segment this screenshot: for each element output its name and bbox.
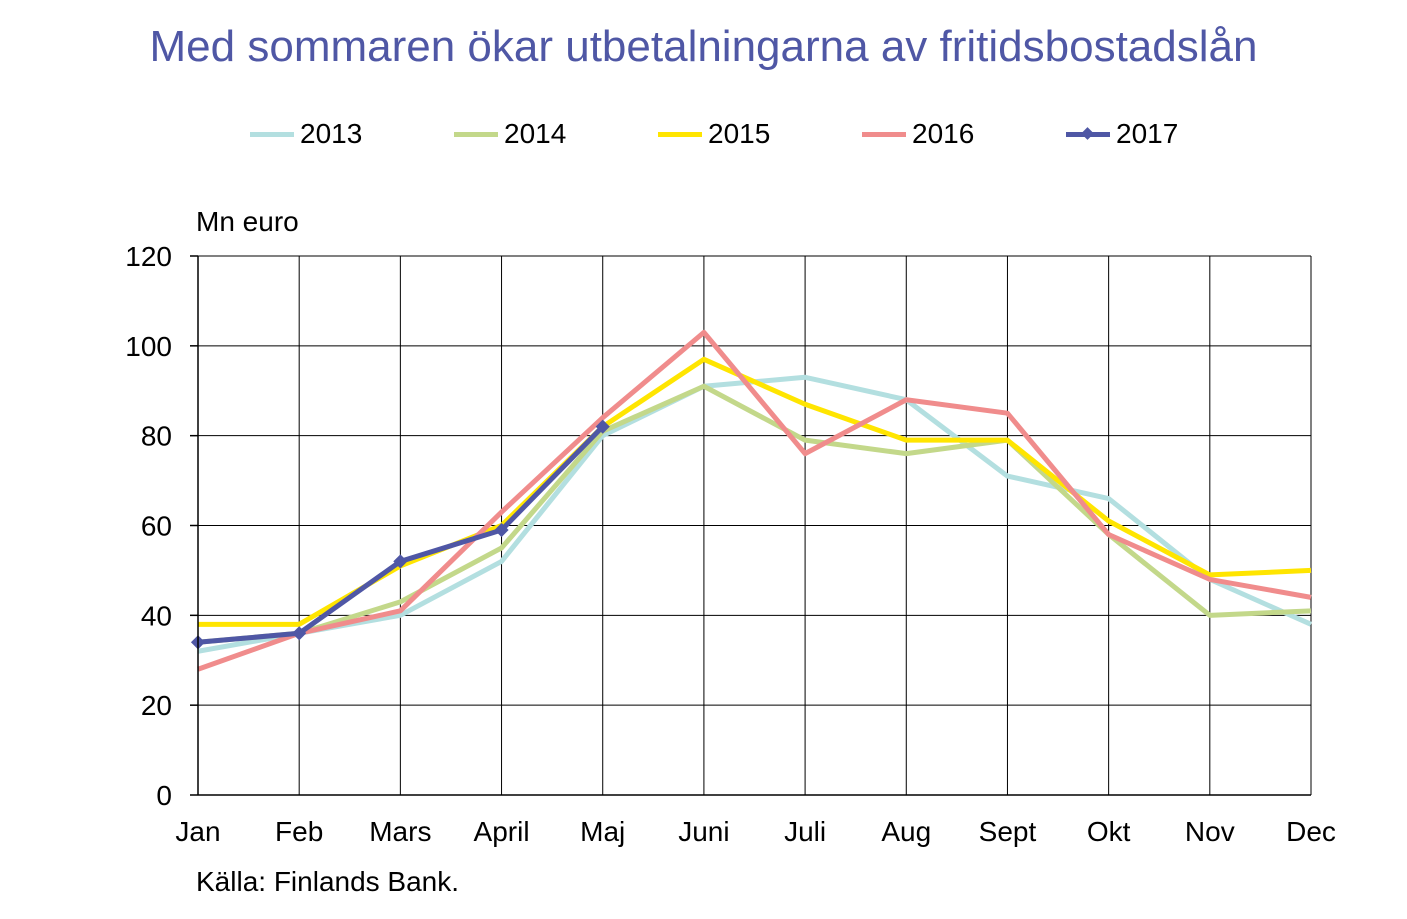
x-tick-label: Aug	[881, 816, 931, 847]
y-tick-label: 100	[125, 331, 172, 362]
x-axis-ticks: Jan Feb Mars April Maj Juni Juli Aug Sept Okt Nov D…	[175, 816, 1335, 847]
legend-label: 2013	[300, 118, 363, 149]
x-tick-label: Juni	[678, 816, 729, 847]
series-line-2014	[197, 383, 1312, 645]
x-tick-label: Nov	[1185, 816, 1235, 847]
legend-swatch	[454, 132, 498, 137]
y-tick-label: 40	[141, 600, 172, 631]
data-point-2017	[292, 626, 307, 641]
x-tick-label: Dec	[1286, 816, 1336, 847]
series-line-2013	[197, 374, 1313, 654]
x-tick-label: Sept	[979, 816, 1037, 847]
data-point-2017	[494, 522, 509, 538]
axes	[190, 255, 1311, 796]
legend-swatch	[250, 132, 294, 137]
legend-swatch	[862, 132, 906, 137]
data-point-2017	[595, 419, 610, 434]
y-tick-label: 80	[141, 421, 172, 452]
x-tick-label: Juli	[784, 816, 826, 847]
y-tick-label: 60	[141, 511, 172, 542]
legend-label: 2015	[708, 118, 771, 149]
y-tick-label: 0	[156, 780, 172, 811]
x-tick-label: April	[474, 816, 530, 847]
legend-label: 2017	[1116, 118, 1179, 149]
chart-title: Med sommaren ökar utbetalningarna av fri…	[149, 22, 1258, 71]
series-lines	[190, 329, 1313, 672]
x-tick-label: Feb	[275, 816, 323, 847]
x-tick-label: Jan	[175, 816, 220, 847]
x-tick-label: Mars	[369, 816, 431, 847]
y-tick-label: 120	[125, 241, 172, 272]
y-axis-label: Mn euro	[196, 206, 299, 237]
series-line-2016	[197, 329, 1312, 672]
data-point-2017	[393, 554, 408, 569]
legend-label: 2014	[504, 118, 567, 149]
legend-swatch	[658, 132, 702, 137]
y-tick-label: 20	[141, 690, 172, 721]
x-tick-label: Maj	[580, 816, 625, 847]
x-tick-label: Okt	[1087, 816, 1131, 847]
y-axis-ticks: 0 20 40 60 80 100 120	[125, 241, 172, 811]
source-note: Källa: Finlands Bank.	[196, 866, 460, 897]
legend-label: 2016	[912, 118, 975, 149]
